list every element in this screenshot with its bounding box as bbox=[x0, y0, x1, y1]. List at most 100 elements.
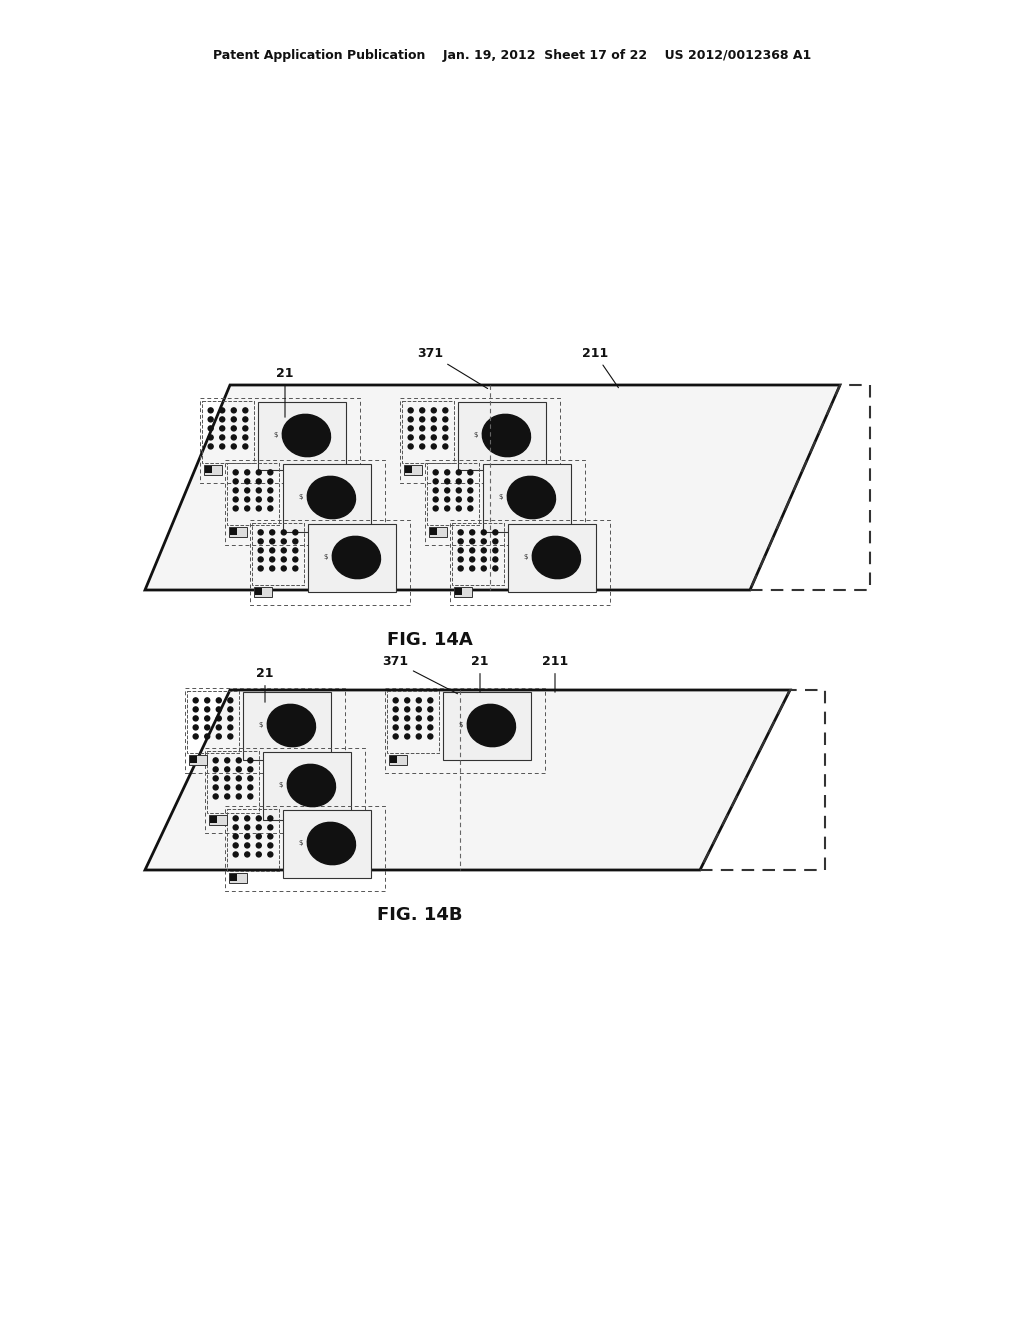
Polygon shape bbox=[145, 690, 790, 870]
Circle shape bbox=[404, 715, 410, 721]
Circle shape bbox=[213, 793, 218, 799]
Circle shape bbox=[224, 776, 229, 781]
Circle shape bbox=[231, 426, 237, 430]
Text: $: $ bbox=[298, 495, 303, 500]
Circle shape bbox=[258, 539, 263, 544]
Circle shape bbox=[417, 725, 421, 730]
Circle shape bbox=[245, 488, 250, 492]
FancyBboxPatch shape bbox=[229, 873, 247, 883]
Circle shape bbox=[194, 708, 199, 711]
FancyBboxPatch shape bbox=[389, 755, 407, 764]
Circle shape bbox=[227, 698, 232, 702]
Circle shape bbox=[205, 698, 210, 702]
Circle shape bbox=[233, 479, 239, 484]
Circle shape bbox=[468, 470, 473, 475]
Circle shape bbox=[409, 408, 413, 413]
FancyBboxPatch shape bbox=[205, 466, 212, 473]
Text: Patent Application Publication    Jan. 19, 2012  Sheet 17 of 22    US 2012/00123: Patent Application Publication Jan. 19, … bbox=[213, 49, 811, 62]
Text: $: $ bbox=[279, 783, 283, 788]
Text: $: $ bbox=[258, 722, 263, 729]
Circle shape bbox=[468, 479, 473, 484]
Circle shape bbox=[258, 529, 263, 535]
Circle shape bbox=[470, 548, 475, 553]
FancyBboxPatch shape bbox=[508, 524, 596, 591]
Circle shape bbox=[224, 767, 229, 772]
Text: 211: 211 bbox=[542, 655, 568, 692]
FancyBboxPatch shape bbox=[263, 751, 351, 820]
Circle shape bbox=[256, 851, 261, 857]
Circle shape bbox=[205, 734, 210, 739]
Circle shape bbox=[420, 434, 425, 440]
FancyBboxPatch shape bbox=[458, 401, 546, 470]
Ellipse shape bbox=[482, 414, 530, 457]
Circle shape bbox=[282, 557, 287, 562]
Circle shape bbox=[237, 776, 242, 781]
Circle shape bbox=[245, 816, 250, 821]
Circle shape bbox=[404, 734, 410, 739]
FancyBboxPatch shape bbox=[429, 527, 447, 536]
Circle shape bbox=[268, 496, 272, 502]
Text: 371: 371 bbox=[417, 347, 487, 388]
Ellipse shape bbox=[467, 705, 515, 747]
Polygon shape bbox=[145, 385, 840, 590]
Circle shape bbox=[282, 539, 287, 544]
FancyBboxPatch shape bbox=[283, 809, 371, 878]
Circle shape bbox=[227, 734, 232, 739]
Circle shape bbox=[409, 434, 413, 440]
Circle shape bbox=[433, 506, 438, 511]
Circle shape bbox=[420, 408, 425, 413]
Circle shape bbox=[417, 734, 421, 739]
Circle shape bbox=[245, 506, 250, 511]
Circle shape bbox=[213, 767, 218, 772]
Circle shape bbox=[444, 496, 450, 502]
Circle shape bbox=[256, 496, 261, 502]
FancyBboxPatch shape bbox=[189, 755, 207, 764]
Circle shape bbox=[208, 426, 213, 430]
Circle shape bbox=[431, 417, 436, 422]
Circle shape bbox=[269, 566, 274, 572]
Circle shape bbox=[433, 488, 438, 492]
Circle shape bbox=[444, 479, 450, 484]
Circle shape bbox=[216, 734, 221, 739]
Circle shape bbox=[444, 488, 450, 492]
Circle shape bbox=[282, 566, 287, 572]
Circle shape bbox=[393, 708, 398, 711]
Circle shape bbox=[233, 816, 239, 821]
Circle shape bbox=[248, 793, 253, 799]
FancyBboxPatch shape bbox=[443, 692, 531, 759]
Circle shape bbox=[493, 539, 498, 544]
Circle shape bbox=[256, 470, 261, 475]
FancyBboxPatch shape bbox=[258, 401, 346, 470]
Circle shape bbox=[205, 725, 210, 730]
Circle shape bbox=[233, 496, 239, 502]
Circle shape bbox=[268, 488, 272, 492]
Circle shape bbox=[457, 479, 461, 484]
Ellipse shape bbox=[283, 414, 331, 457]
Circle shape bbox=[404, 698, 410, 702]
Circle shape bbox=[458, 557, 463, 562]
Circle shape bbox=[481, 557, 486, 562]
Circle shape bbox=[431, 408, 436, 413]
Circle shape bbox=[428, 708, 433, 711]
Circle shape bbox=[245, 496, 250, 502]
Circle shape bbox=[233, 488, 239, 492]
Circle shape bbox=[231, 444, 237, 449]
Ellipse shape bbox=[507, 477, 555, 519]
FancyBboxPatch shape bbox=[254, 586, 272, 597]
Circle shape bbox=[431, 426, 436, 430]
Ellipse shape bbox=[288, 764, 336, 807]
Circle shape bbox=[481, 566, 486, 572]
Circle shape bbox=[243, 426, 248, 430]
Ellipse shape bbox=[532, 536, 581, 578]
Circle shape bbox=[194, 734, 199, 739]
Circle shape bbox=[458, 548, 463, 553]
Circle shape bbox=[220, 426, 224, 430]
Circle shape bbox=[433, 479, 438, 484]
FancyBboxPatch shape bbox=[230, 528, 237, 535]
Circle shape bbox=[227, 708, 232, 711]
Circle shape bbox=[256, 834, 261, 840]
Circle shape bbox=[268, 479, 272, 484]
Circle shape bbox=[393, 715, 398, 721]
Circle shape bbox=[404, 725, 410, 730]
Circle shape bbox=[256, 843, 261, 847]
